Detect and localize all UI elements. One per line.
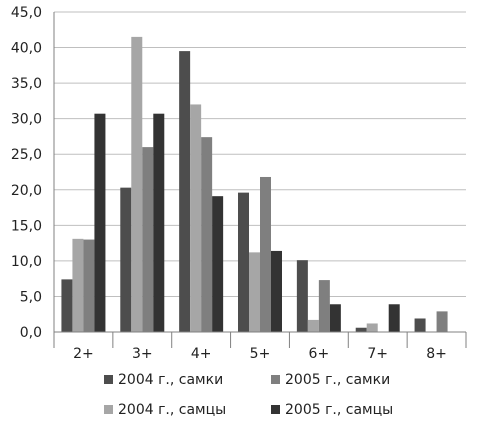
bar [201,137,213,332]
axes [53,12,467,348]
bar [94,113,106,332]
bar [83,239,95,332]
bar [120,187,132,332]
bar [131,36,143,333]
bar [260,176,271,332]
bar [307,319,319,332]
x-tick-label: 7+ [367,346,388,362]
x-tick-label: 5+ [250,346,271,362]
bar [72,238,84,332]
x-tick-label: 3+ [132,346,153,362]
y-tick-labels: 0,0 5,0 10,0 15,0 20,0 25,0 30,0 35,0 40,0 45,0 [11,5,42,341]
x-tick-labels: 2+ 3+ 4+ 5+ 6+ 7+ 8+ [73,346,447,362]
legend-swatch [104,405,113,414]
legend-swatch [271,405,280,414]
x-tick-label: 8+ [426,346,447,362]
y-tick-label: 10,0 [11,254,42,270]
legend: 2004 г., самки 2005 г., самки 2004 г., сам… [104,372,393,418]
bar [296,260,308,332]
bar [388,304,400,332]
bar [61,279,73,332]
y-tick-label: 25,0 [11,147,42,163]
y-tick-label: 15,0 [11,218,42,234]
y-tick-label: 45,0 [11,5,42,21]
bar [212,196,224,332]
bar [153,113,165,332]
y-tick-label: 0,0 [20,325,42,341]
x-tick-label: 6+ [309,346,330,362]
y-tick-label: 30,0 [11,112,42,128]
bar [436,311,448,332]
y-tick-label: 20,0 [11,183,42,199]
legend-label: 2005 г., самки [285,372,390,388]
y-tick-label: 5,0 [20,289,42,305]
bar [271,250,282,332]
x-tick-label: 2+ [73,346,94,362]
bar [249,252,260,332]
bar [366,323,378,332]
bars [61,36,448,333]
bar [142,147,154,332]
bar [414,318,426,332]
legend-swatch [104,375,113,384]
bar [318,280,330,332]
x-tick-label: 4+ [191,346,212,362]
bar [190,104,202,332]
bar [329,304,341,332]
legend-label: 2005 г., самцы [285,402,393,418]
legend-label: 2004 г., самки [118,372,223,388]
legend-label: 2004 г., самцы [118,402,226,418]
y-tick-label: 40,0 [11,41,42,57]
legend-swatch [271,375,280,384]
bar [179,51,191,332]
y-tick-label: 35,0 [11,76,42,92]
bar [355,327,367,332]
bar [238,192,249,332]
